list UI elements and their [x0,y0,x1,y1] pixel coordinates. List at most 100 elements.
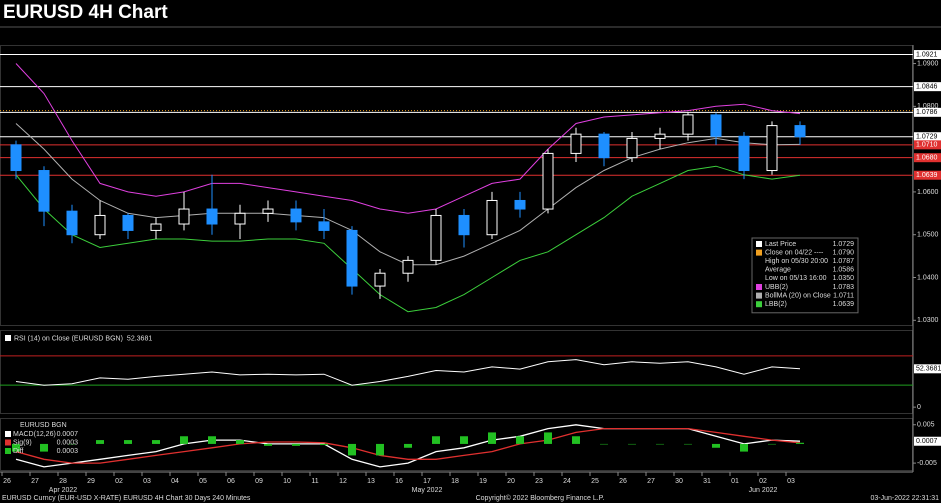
candle-body [682,114,694,135]
legend-swatch [755,274,763,282]
value-box-label: 1.0729 [916,134,938,141]
legend-swatch [756,301,762,308]
candle-body [710,114,722,137]
y-tick-label: 1.0500 [917,232,939,239]
diff-bar [236,440,244,444]
value-box-label: 52.3681 [916,366,941,373]
x-tick-label: 27 [31,478,39,485]
x-tick-label: 05 [199,478,207,485]
x-tick-label: 31 [703,478,711,485]
month-label: Apr 2022 [49,487,78,494]
x-tick-label: 23 [535,478,543,485]
legend-label: Average [765,267,791,274]
value-box-label: 1.0921 [916,51,938,58]
diff-bar [68,443,76,445]
diff-bar [796,442,804,444]
x-tick-label: 06 [227,478,235,485]
candle-body [766,125,778,172]
x-tick-label: 20 [507,478,515,485]
legend-swatch [756,292,762,299]
band-line [15,63,801,214]
legend-value: 1.0586 [833,267,855,274]
candle-body [94,214,106,236]
x-tick-label: 12 [339,478,347,485]
diff-bar [124,440,132,444]
value-box [914,50,941,60]
footer-left: EURUSD Curncy (EUR-USD X-RATE) EURUSD 4H… [2,495,251,502]
month-label: Jun 2022 [749,487,778,494]
candle-body [598,133,610,159]
candle-body [542,152,554,210]
value-box-label: 1.0786 [916,109,938,116]
diff-bar [684,443,692,445]
candle-body [654,133,666,139]
value-box-label: 1.0846 [916,83,938,90]
x-tick-label: 24 [563,478,571,485]
legend-label: Diff [13,448,23,455]
legend-swatch [756,241,762,247]
diff-bar [320,443,328,446]
candle-body [38,170,50,212]
x-tick-label: 25 [591,478,599,485]
x-tick-label: 30 [675,478,683,485]
diff-bar [656,443,664,445]
legend-swatch [756,249,762,256]
diff-bar [600,443,608,445]
candle-body [374,272,386,287]
x-tick-label: 03 [787,478,795,485]
candle-body [626,137,638,159]
legend-value: 1.0350 [833,275,855,282]
legend-value: 1.0783 [833,284,855,291]
diff-bar [628,443,636,445]
chart-title: EURUSD 4H Chart [3,2,168,23]
legend-swatch [5,448,11,454]
candle-body [514,199,526,210]
legend-label: Last Price [765,241,796,248]
rsi-line [15,359,801,386]
legend-swatch [756,284,762,290]
candle-body [486,199,498,236]
value-box-label: 1.0639 [916,172,938,179]
legend-label: BollMA (20) on Close [765,292,831,299]
legend-label: LBB(2) [765,301,787,308]
candle-body [318,221,330,231]
x-tick-label: 02 [759,478,767,485]
band-line [15,165,801,313]
candle-body [402,259,414,274]
footer-center: Copyright© 2022 Bloomberg Finance L.P. [476,494,605,502]
candle-body [178,208,190,225]
value-box [914,140,941,150]
month-label: May 2022 [412,487,443,494]
value-box [914,364,941,374]
x-tick-label: 02 [115,478,123,485]
x-tick-label: 10 [283,478,291,485]
legend-swatch [755,257,763,265]
value-box [914,132,941,142]
legend-label: Low on 05/13 16:00 [765,275,827,282]
x-tick-label: 13 [367,478,375,485]
candle-body [66,210,78,236]
panel-title: RSI (14) on Close (EURUSD BGN) [14,335,123,342]
legend-swatch [755,266,763,274]
diff-bar [12,443,20,452]
legend-box [751,237,859,314]
panel-header: EURUSD BGN [20,422,67,429]
x-tick-label: 09 [255,478,263,485]
candle-body [430,214,442,261]
value-box [914,107,941,117]
diff-bar [376,443,384,456]
x-tick-label: 16 [395,478,403,485]
x-tick-label: 11 [311,478,318,485]
value-box [914,436,941,446]
candle-body [234,212,246,225]
y-tick-label: 1.0600 [917,189,939,196]
value-box-label: 1.0710 [916,142,938,149]
legend-value: 1.0787 [833,258,855,265]
diff-bar [516,436,524,444]
diff-bar [40,443,48,452]
y-tick-label: 1.0300 [917,317,939,324]
candle-body [150,223,162,231]
diff-bar [544,432,552,444]
panel-value: 52.3681 [127,335,152,342]
